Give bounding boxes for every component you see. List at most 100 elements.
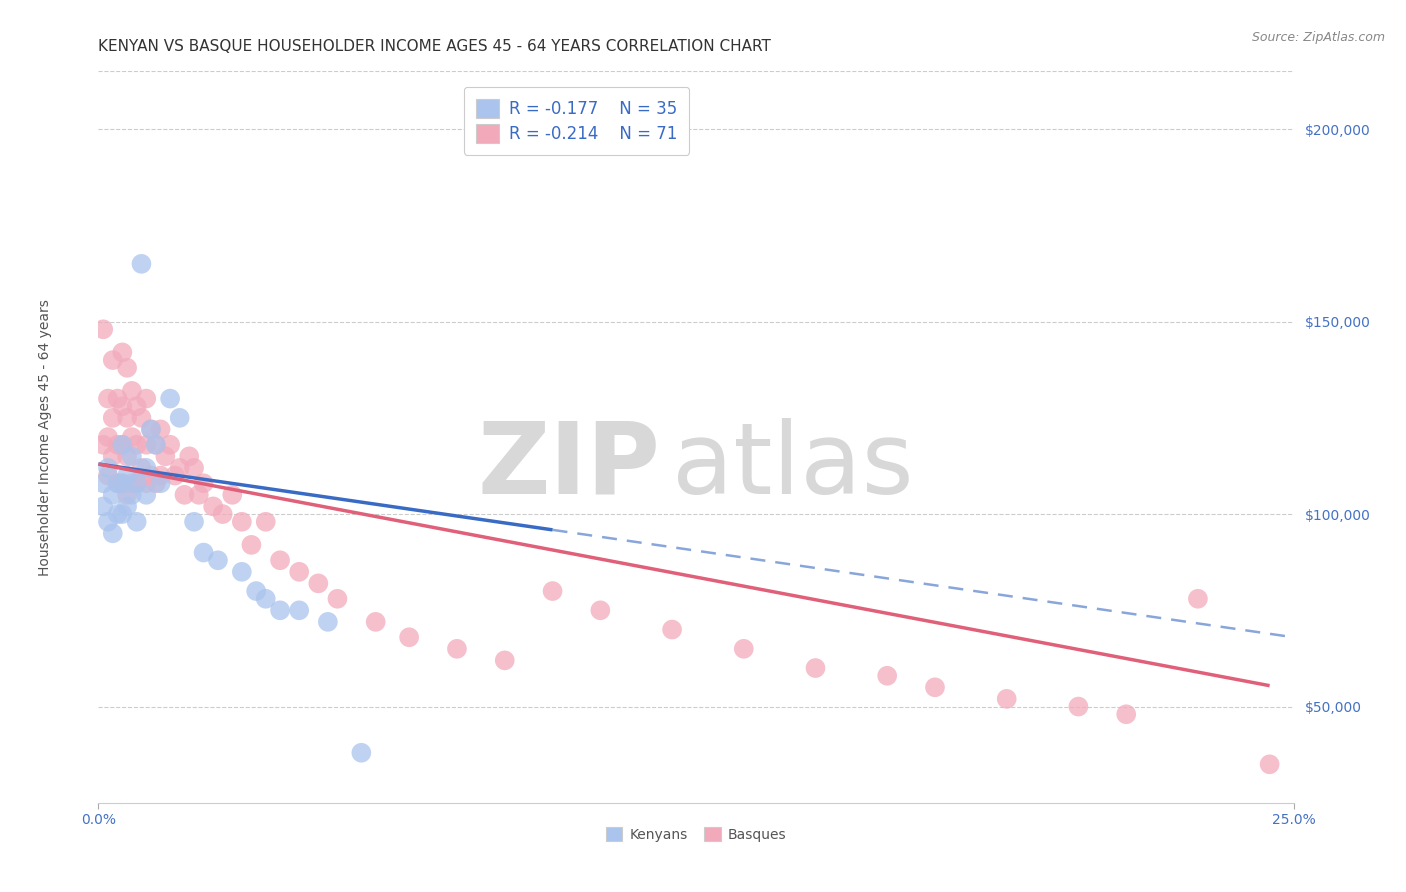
Text: atlas: atlas <box>672 417 914 515</box>
Point <box>231 565 253 579</box>
Point <box>155 450 177 464</box>
Point <box>91 500 114 514</box>
Point <box>115 468 138 483</box>
Point <box>139 468 162 483</box>
Point <box>111 399 134 413</box>
Point <box>97 392 120 406</box>
Point <box>1115 707 1137 722</box>
Point <box>107 476 129 491</box>
Point <box>221 488 243 502</box>
Point <box>115 450 138 464</box>
Text: Source: ZipAtlas.com: Source: ZipAtlas.com <box>1251 31 1385 45</box>
Point <box>145 438 167 452</box>
Point <box>115 410 138 425</box>
Point <box>159 438 181 452</box>
Point <box>107 476 129 491</box>
Point <box>101 488 124 502</box>
Point <box>145 438 167 452</box>
Point <box>288 565 311 579</box>
Point <box>326 591 349 606</box>
Point <box>254 591 277 606</box>
Point <box>254 515 277 529</box>
Point <box>97 430 120 444</box>
Point <box>494 653 516 667</box>
Point <box>149 476 172 491</box>
Point <box>149 422 172 436</box>
Point <box>207 553 229 567</box>
Point <box>135 476 157 491</box>
Point <box>269 603 291 617</box>
Point <box>193 545 215 559</box>
Point <box>125 438 148 452</box>
Point <box>135 488 157 502</box>
Point <box>121 450 143 464</box>
Point <box>107 507 129 521</box>
Point <box>733 641 755 656</box>
Point <box>101 353 124 368</box>
Point <box>240 538 263 552</box>
Point <box>446 641 468 656</box>
Point <box>111 507 134 521</box>
Point <box>125 476 148 491</box>
Point <box>589 603 612 617</box>
Text: ZIP: ZIP <box>477 417 661 515</box>
Point <box>145 476 167 491</box>
Point <box>97 468 120 483</box>
Point <box>398 630 420 644</box>
Point <box>924 681 946 695</box>
Point <box>111 345 134 359</box>
Point <box>115 500 138 514</box>
Point <box>183 515 205 529</box>
Point <box>135 461 157 475</box>
Point <box>97 515 120 529</box>
Point <box>288 603 311 617</box>
Point <box>91 476 114 491</box>
Point <box>121 488 143 502</box>
Point <box>91 322 114 336</box>
Point <box>111 438 134 452</box>
Point <box>131 257 153 271</box>
Point <box>159 392 181 406</box>
Text: Householder Income Ages 45 - 64 years: Householder Income Ages 45 - 64 years <box>38 299 52 575</box>
Text: KENYAN VS BASQUE HOUSEHOLDER INCOME AGES 45 - 64 YEARS CORRELATION CHART: KENYAN VS BASQUE HOUSEHOLDER INCOME AGES… <box>98 38 772 54</box>
Point <box>995 691 1018 706</box>
Point <box>211 507 233 521</box>
Point <box>97 461 120 475</box>
Point <box>125 476 148 491</box>
Point <box>91 438 114 452</box>
Point <box>111 438 134 452</box>
Point <box>169 461 191 475</box>
Point <box>350 746 373 760</box>
Point <box>231 515 253 529</box>
Point <box>541 584 564 599</box>
Point <box>316 615 339 629</box>
Point <box>1067 699 1090 714</box>
Point <box>179 450 201 464</box>
Point <box>107 438 129 452</box>
Point <box>169 410 191 425</box>
Point <box>876 669 898 683</box>
Point <box>125 515 148 529</box>
Point <box>101 410 124 425</box>
Point <box>107 392 129 406</box>
Point <box>111 476 134 491</box>
Point <box>131 461 153 475</box>
Point <box>1258 757 1281 772</box>
Point <box>139 422 162 436</box>
Point <box>202 500 225 514</box>
Point <box>245 584 267 599</box>
Legend: Kenyans, Basques: Kenyans, Basques <box>600 822 792 847</box>
Point <box>121 384 143 398</box>
Point <box>269 553 291 567</box>
Point <box>101 450 124 464</box>
Point <box>661 623 683 637</box>
Point <box>183 461 205 475</box>
Point <box>149 468 172 483</box>
Point <box>187 488 209 502</box>
Point <box>125 399 148 413</box>
Point <box>173 488 195 502</box>
Point <box>307 576 329 591</box>
Point <box>193 476 215 491</box>
Point <box>121 430 143 444</box>
Point <box>139 422 162 436</box>
